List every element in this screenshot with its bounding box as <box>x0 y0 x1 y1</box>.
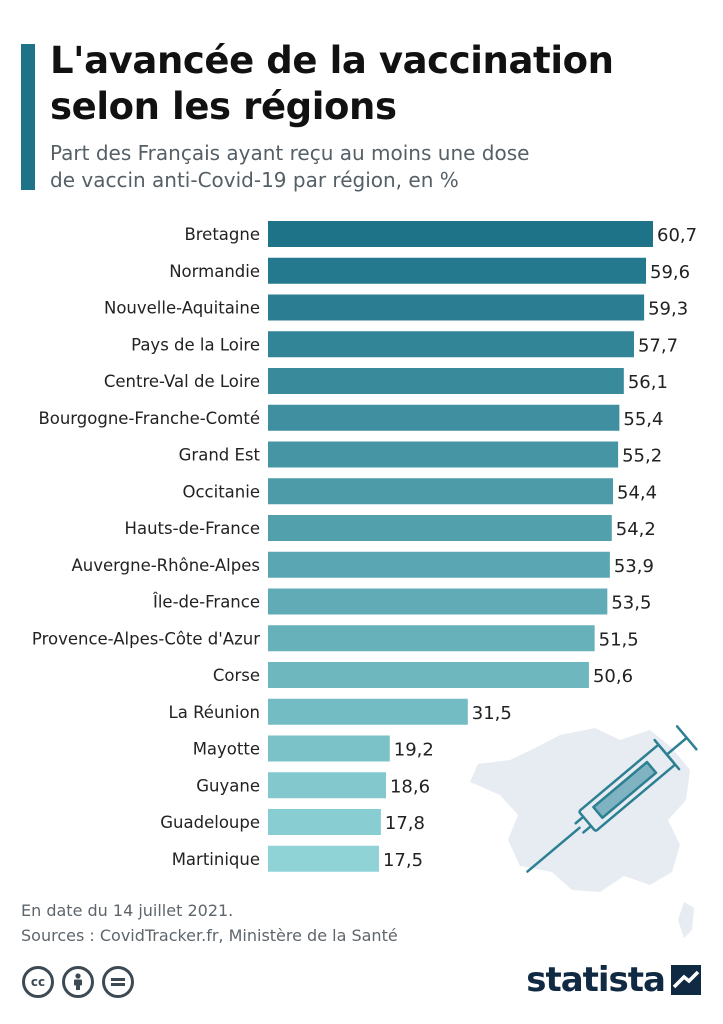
value-label-8: 54,2 <box>616 519 656 540</box>
attribution-icon[interactable] <box>62 966 94 998</box>
corsica-map-icon <box>678 902 694 938</box>
bar-15 <box>268 772 386 799</box>
value-label-10: 53,5 <box>611 593 651 614</box>
bar-6 <box>268 441 619 468</box>
value-label-6: 55,2 <box>622 446 662 467</box>
bar-17 <box>268 845 379 872</box>
value-label-11: 51,5 <box>599 629 639 650</box>
bar-1 <box>268 257 647 284</box>
category-label-15: Guyane <box>196 776 260 795</box>
category-label-7: Occitanie <box>183 482 261 501</box>
bar-14 <box>268 735 390 762</box>
category-label-8: Hauts-de-France <box>125 519 260 538</box>
creative-commons-icon[interactable]: cc <box>22 966 54 998</box>
chart-subtitle: Part des Français ayant reçu au moins un… <box>50 141 530 192</box>
bar-3 <box>268 331 634 358</box>
category-label-17: Martinique <box>172 850 260 869</box>
category-label-3: Pays de la Loire <box>131 335 260 354</box>
category-label-10: Île-de-France <box>152 593 260 612</box>
license-icons: cc <box>22 966 134 998</box>
sources-note: Sources : CovidTracker.fr, Ministère de … <box>21 926 398 945</box>
chart-title: L'avancée de la vaccination selon les ré… <box>50 39 614 128</box>
category-label-16: Guadeloupe <box>160 813 260 832</box>
category-label-9: Auvergne-Rhône-Alpes <box>71 556 260 575</box>
bar-16 <box>268 809 381 835</box>
bar-5 <box>268 404 620 431</box>
value-label-13: 31,5 <box>472 703 512 724</box>
value-label-2: 59,3 <box>648 299 688 320</box>
brand-name: statista <box>526 960 666 1000</box>
bar-8 <box>268 515 612 541</box>
bar-7 <box>268 478 614 505</box>
value-label-4: 56,1 <box>628 372 668 393</box>
statista-mark-icon <box>671 965 701 995</box>
bar-12 <box>268 662 589 688</box>
category-label-12: Corse <box>213 666 260 685</box>
category-label-13: La Réunion <box>169 703 260 722</box>
bar-13 <box>268 698 468 725</box>
value-label-12: 50,6 <box>593 666 633 687</box>
category-label-11: Provence-Alpes-Côte d'Azur <box>32 629 260 648</box>
value-label-14: 19,2 <box>394 740 434 761</box>
bar-9 <box>268 551 610 578</box>
bars-group: Bretagne 60,7 Normandie 59,6 Nouvelle-Aquita… <box>32 221 697 872</box>
category-label-4: Centre-Val de Loire <box>104 372 260 391</box>
category-label-0: Bretagne <box>184 225 260 244</box>
value-label-15: 18,6 <box>390 776 430 797</box>
value-label-3: 57,7 <box>638 335 678 356</box>
value-label-16: 17,8 <box>385 813 425 834</box>
syringe-icon <box>526 725 698 873</box>
statista-logo[interactable]: statista <box>526 960 701 1000</box>
category-label-6: Grand Est <box>179 446 261 465</box>
value-label-1: 59,6 <box>650 262 690 283</box>
bar-2 <box>268 294 645 321</box>
value-label-0: 60,7 <box>657 225 697 246</box>
value-label-7: 54,4 <box>617 482 657 503</box>
category-label-14: Mayotte <box>193 740 260 759</box>
date-note: En date du 14 juillet 2021. <box>21 901 234 920</box>
category-label-5: Bourgogne-Franche-Comté <box>38 409 260 428</box>
title-accent-bar <box>21 44 35 190</box>
category-label-1: Normandie <box>169 262 260 281</box>
value-label-17: 17,5 <box>383 850 423 871</box>
value-label-5: 55,4 <box>623 409 663 430</box>
bar-0 <box>268 221 653 247</box>
bar-11 <box>268 625 595 652</box>
value-label-9: 53,9 <box>614 556 654 577</box>
no-derivatives-icon[interactable] <box>102 966 134 998</box>
category-label-2: Nouvelle-Aquitaine <box>104 299 260 318</box>
bar-10 <box>268 588 608 615</box>
bar-4 <box>268 368 624 394</box>
